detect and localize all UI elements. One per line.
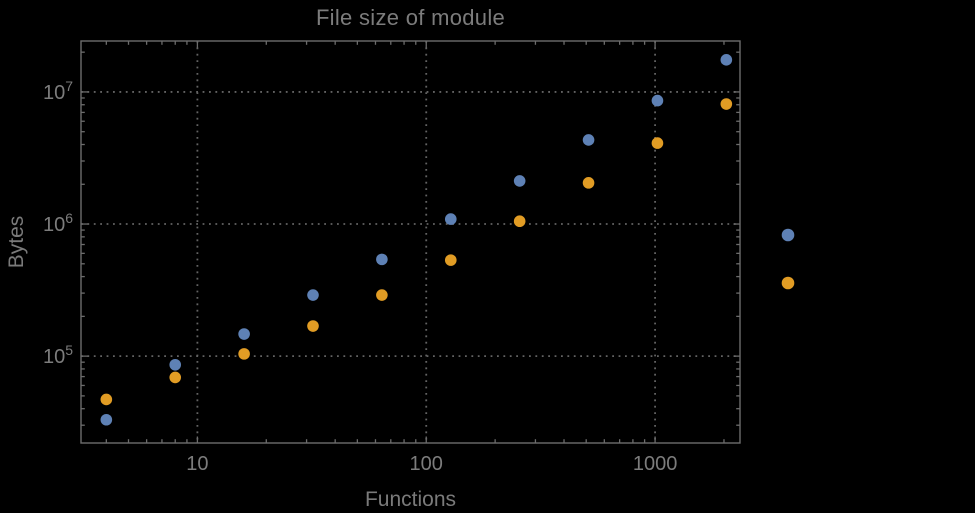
- y-axis-label: Bytes: [5, 215, 28, 269]
- x-tick-label: 1000: [633, 453, 678, 475]
- data-point-series-2: [238, 348, 250, 360]
- x-tick-label: 10: [186, 453, 208, 475]
- data-point-series-1: [582, 134, 595, 146]
- data-point-series-1: [376, 253, 388, 266]
- data-point-series-1: [238, 328, 250, 340]
- data-point-series-1: [169, 358, 182, 371]
- data-point-series-2: [100, 393, 113, 406]
- data-point-series-1: [444, 213, 457, 225]
- data-point-series-1: [100, 413, 113, 426]
- data-point-series-1: [651, 94, 664, 107]
- data-point-series-2: [582, 177, 595, 189]
- data-point-series-2: [513, 215, 526, 228]
- data-point-series-1: [307, 289, 319, 301]
- data-point-series-2: [307, 320, 319, 332]
- data-point-series-2: [376, 289, 388, 301]
- plot-frame: [80, 40, 741, 444]
- data-point-series-1: [513, 175, 526, 187]
- x-tick-label: 100: [410, 453, 443, 475]
- data-point-series-2: [720, 98, 733, 110]
- data-point-series-1: [720, 54, 733, 66]
- chart-title: File size of module: [315, 5, 506, 30]
- data-point-series-2: [444, 254, 457, 266]
- legend-marker-series-2: [781, 276, 795, 290]
- data-point-series-2: [651, 137, 664, 149]
- y-tick-label: 105: [43, 342, 73, 368]
- x-axis-label: Functions: [364, 488, 457, 511]
- legend-marker-series-1: [781, 228, 795, 242]
- y-tick-label: 107: [43, 78, 73, 104]
- data-point-series-2: [169, 371, 182, 384]
- y-tick-label: 106: [43, 210, 73, 236]
